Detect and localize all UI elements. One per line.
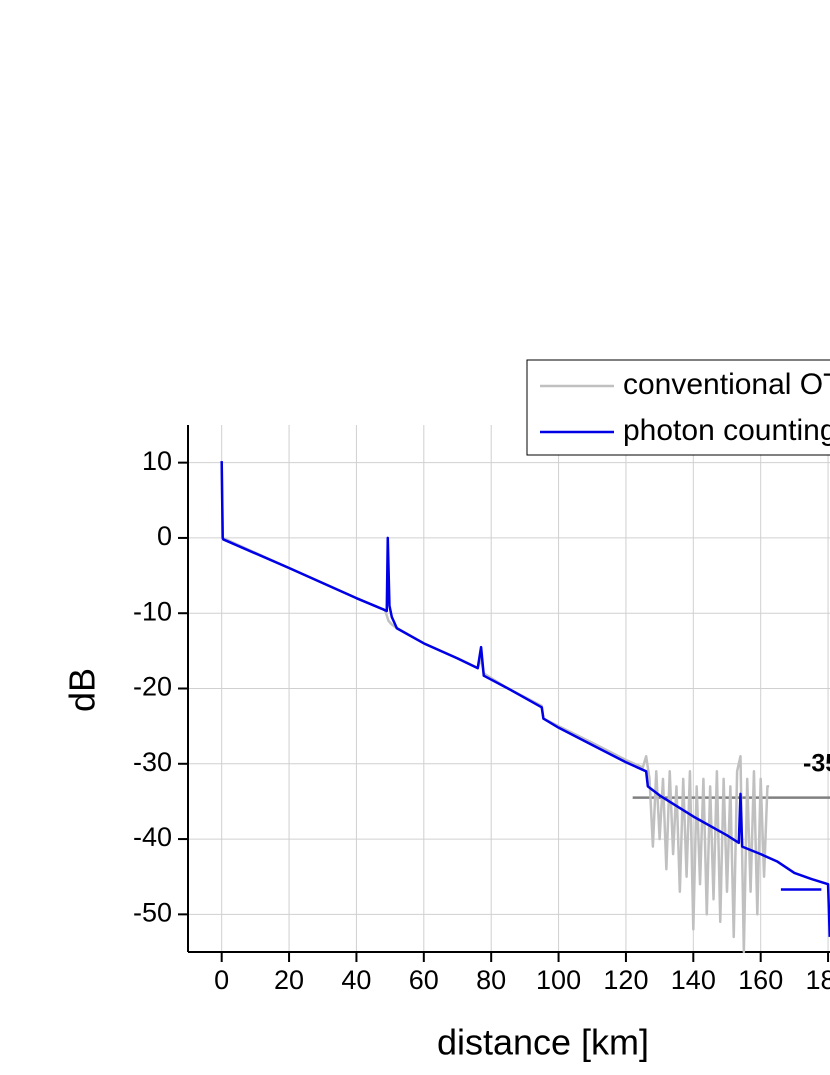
x-tick-label: 160 — [738, 965, 783, 995]
x-tick-label: 20 — [274, 965, 304, 995]
legend-box — [526, 359, 830, 456]
legend: conventional OTDR photon counting OTDR — [526, 359, 830, 456]
legend-label: conventional OTDR — [623, 368, 830, 401]
x-tick-label: 40 — [341, 965, 371, 995]
x-tick-label: 180 — [806, 965, 830, 995]
y-tick-label: 10 — [142, 446, 172, 476]
data-line — [220, 461, 830, 937]
y-tick-label: 0 — [157, 521, 172, 551]
x-axis-label: distance [km] — [437, 1022, 649, 1063]
legend-label: photon counting OTDR — [623, 414, 830, 447]
x-tick-label: 100 — [536, 965, 581, 995]
x-tick-label: 0 — [214, 965, 229, 995]
y-tick-label: -50 — [133, 897, 172, 927]
y-axis-label: dB — [62, 668, 103, 712]
y-tick-label: -30 — [133, 747, 172, 777]
y-tick-label: -10 — [133, 596, 172, 626]
x-tick-label: 80 — [476, 965, 506, 995]
x-tick-label: 140 — [671, 965, 716, 995]
annotation-label: -35 dB — [803, 750, 830, 778]
data-line — [220, 461, 770, 954]
y-tick-label: -40 — [133, 822, 172, 852]
x-tick-label: 60 — [409, 965, 439, 995]
x-tick-label: 120 — [603, 965, 648, 995]
y-tick-label: -20 — [133, 672, 172, 702]
